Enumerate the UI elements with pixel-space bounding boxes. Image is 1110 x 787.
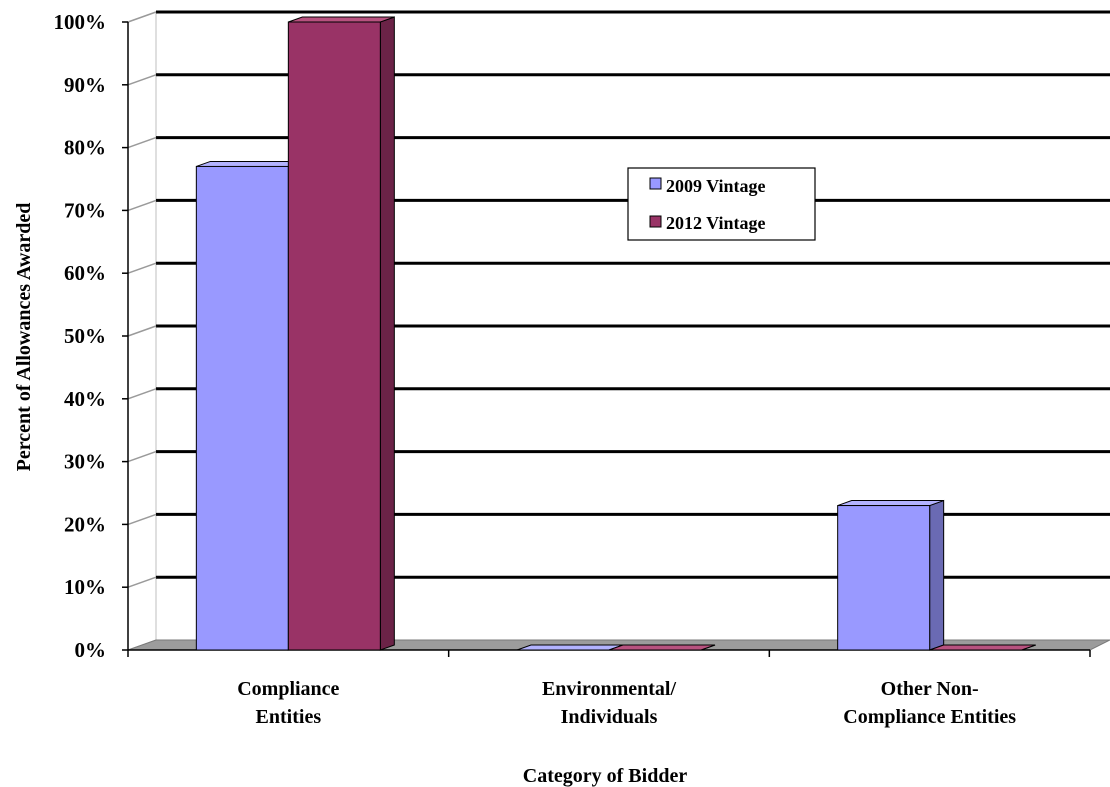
y-tick-label: 70% <box>64 198 106 222</box>
y-axis-title: Percent of Allowances Awarded <box>13 203 35 472</box>
y-tick-label: 20% <box>64 512 106 536</box>
legend: 2009 Vintage 2012 Vintage <box>627 167 816 241</box>
x-category-label: Entities <box>256 706 322 728</box>
y-tick-label: 60% <box>64 261 106 285</box>
bar-side <box>379 16 395 651</box>
bar-top <box>929 644 1036 651</box>
side-gridline <box>127 576 157 588</box>
side-gridline <box>127 513 157 526</box>
x-category-label: Compliance Entities <box>843 706 1016 728</box>
side-gridline <box>127 450 157 463</box>
legend-swatch-2012 <box>649 215 662 228</box>
bar-front <box>287 21 381 651</box>
legend-label-2012: 2012 Vintage <box>666 213 766 233</box>
bar-top <box>516 644 624 651</box>
bar <box>287 16 395 651</box>
side-gridline <box>127 11 157 23</box>
bar-side <box>929 499 945 651</box>
side-gridline <box>127 388 157 400</box>
y-tick-label: 0% <box>75 638 107 662</box>
side-gridline <box>127 199 157 212</box>
y-tick-label: 80% <box>64 136 106 160</box>
x-category-label: Other Non- <box>881 678 979 700</box>
bar-top <box>837 500 944 507</box>
bar <box>608 644 716 651</box>
y-tick-label: 50% <box>64 324 106 348</box>
bar-top <box>196 160 303 167</box>
x-category-label: Compliance <box>237 678 339 700</box>
y-tick-label: 10% <box>64 575 106 599</box>
x-category-label: Individuals <box>561 706 658 728</box>
y-tick-labels: 0% 10% 20% 30% 40% 50% 60% 70% 80% 90% 100% <box>54 10 107 662</box>
side-gridline <box>127 74 157 86</box>
x-category-label: Environmental/ <box>542 678 677 700</box>
bar-front <box>195 165 289 651</box>
bar <box>837 499 945 651</box>
side-gridline <box>127 136 157 149</box>
bar <box>929 644 1036 651</box>
y-tick-label: 40% <box>64 387 106 411</box>
bar-front <box>837 505 931 651</box>
side-gridline <box>127 262 157 274</box>
bars <box>195 16 1036 651</box>
bar <box>516 644 624 651</box>
bar <box>195 160 303 651</box>
legend-swatch-2009 <box>649 177 662 190</box>
x-axis-title: Category of Bidder <box>523 765 688 787</box>
y-tick-label: 100% <box>54 10 107 34</box>
side-gridline <box>127 325 157 337</box>
bar-top <box>288 16 395 23</box>
bar-top <box>608 644 716 651</box>
y-tick-label: 30% <box>64 450 106 474</box>
y-tick-label: 90% <box>64 73 106 97</box>
x-category-labels: Compliance Entities Environmental/Individu… <box>237 678 1016 728</box>
legend-label-2009: 2009 Vintage <box>666 176 766 196</box>
